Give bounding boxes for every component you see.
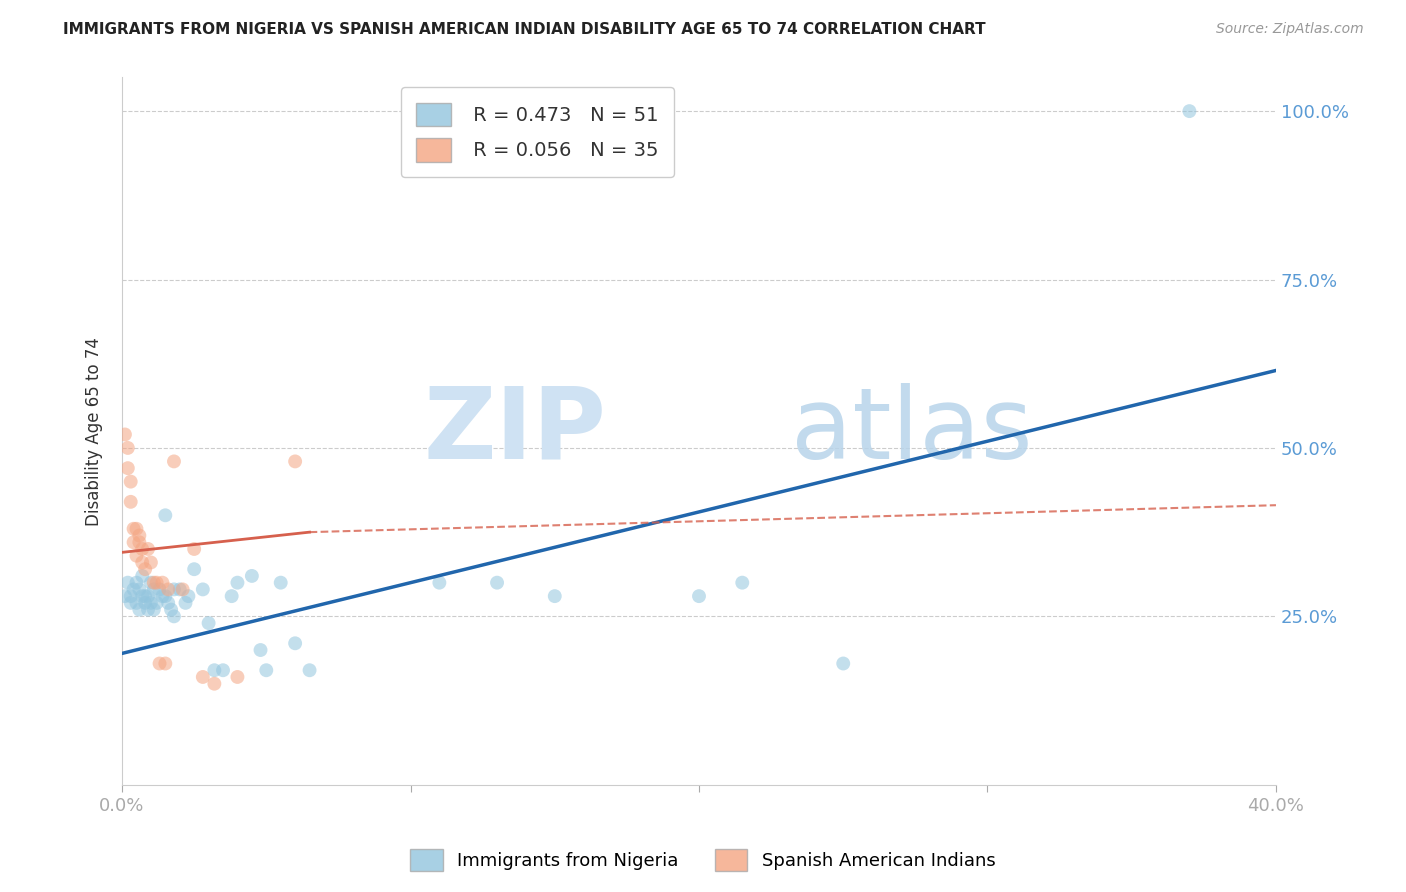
Point <box>139 556 162 570</box>
Point <box>486 575 509 590</box>
Point <box>177 589 200 603</box>
Legend:  R = 0.473   N = 51,  R = 0.056   N = 35: R = 0.473 N = 51, R = 0.056 N = 35 <box>401 87 673 178</box>
Point <box>155 508 177 523</box>
Point <box>136 589 159 603</box>
Point <box>254 663 277 677</box>
Point <box>163 582 186 597</box>
Point <box>163 609 186 624</box>
Point <box>139 575 162 590</box>
Point <box>152 589 174 603</box>
Point <box>427 575 450 590</box>
Point <box>136 602 159 616</box>
Point <box>128 602 150 616</box>
Point <box>120 475 142 489</box>
Y-axis label: Disability Age 65 to 74: Disability Age 65 to 74 <box>86 336 103 525</box>
Point <box>142 602 165 616</box>
Point <box>172 582 194 597</box>
Point <box>117 575 139 590</box>
Point <box>183 562 205 576</box>
Point <box>688 589 710 603</box>
Point <box>142 575 165 590</box>
Text: IMMIGRANTS FROM NIGERIA VS SPANISH AMERICAN INDIAN DISABILITY AGE 65 TO 74 CORRE: IMMIGRANTS FROM NIGERIA VS SPANISH AMERI… <box>63 22 986 37</box>
Point <box>298 663 321 677</box>
Point <box>191 670 214 684</box>
Point <box>226 670 249 684</box>
Point <box>157 582 180 597</box>
Point <box>174 596 197 610</box>
Point <box>202 663 225 677</box>
Point <box>832 657 855 671</box>
Point <box>145 575 167 590</box>
Point <box>270 575 292 590</box>
Point <box>191 582 214 597</box>
Point <box>197 616 219 631</box>
Point <box>1178 104 1201 119</box>
Point <box>114 589 136 603</box>
Point <box>212 663 235 677</box>
Point <box>142 582 165 597</box>
Point <box>152 575 174 590</box>
Point <box>155 589 177 603</box>
Point <box>128 535 150 549</box>
Point <box>120 589 142 603</box>
Point <box>122 582 145 597</box>
Point <box>125 549 148 563</box>
Point <box>125 596 148 610</box>
Point <box>249 643 271 657</box>
Point <box>131 556 153 570</box>
Point <box>136 541 159 556</box>
Point <box>169 582 191 597</box>
Point <box>226 575 249 590</box>
Point <box>134 589 156 603</box>
Point <box>155 657 177 671</box>
Point <box>731 575 754 590</box>
Legend: Immigrants from Nigeria, Spanish American Indians: Immigrants from Nigeria, Spanish America… <box>404 842 1002 879</box>
Point <box>183 541 205 556</box>
Point <box>122 522 145 536</box>
Point <box>120 596 142 610</box>
Point <box>139 596 162 610</box>
Point <box>148 582 170 597</box>
Text: Source: ZipAtlas.com: Source: ZipAtlas.com <box>1216 22 1364 37</box>
Point <box>114 427 136 442</box>
Point <box>134 596 156 610</box>
Point <box>122 535 145 549</box>
Point <box>131 589 153 603</box>
Point <box>128 582 150 597</box>
Point <box>145 596 167 610</box>
Point <box>221 589 243 603</box>
Point <box>160 602 183 616</box>
Point <box>163 454 186 468</box>
Point <box>202 676 225 690</box>
Point <box>117 441 139 455</box>
Text: atlas: atlas <box>792 383 1033 480</box>
Point <box>125 575 148 590</box>
Point <box>240 569 263 583</box>
Point <box>131 569 153 583</box>
Point <box>157 596 180 610</box>
Point <box>284 454 307 468</box>
Point <box>125 522 148 536</box>
Point <box>117 461 139 475</box>
Point <box>284 636 307 650</box>
Point <box>544 589 567 603</box>
Point <box>131 541 153 556</box>
Point <box>148 657 170 671</box>
Text: ZIP: ZIP <box>423 383 607 480</box>
Point <box>134 562 156 576</box>
Point <box>128 528 150 542</box>
Point <box>1323 575 1346 590</box>
Point <box>120 495 142 509</box>
